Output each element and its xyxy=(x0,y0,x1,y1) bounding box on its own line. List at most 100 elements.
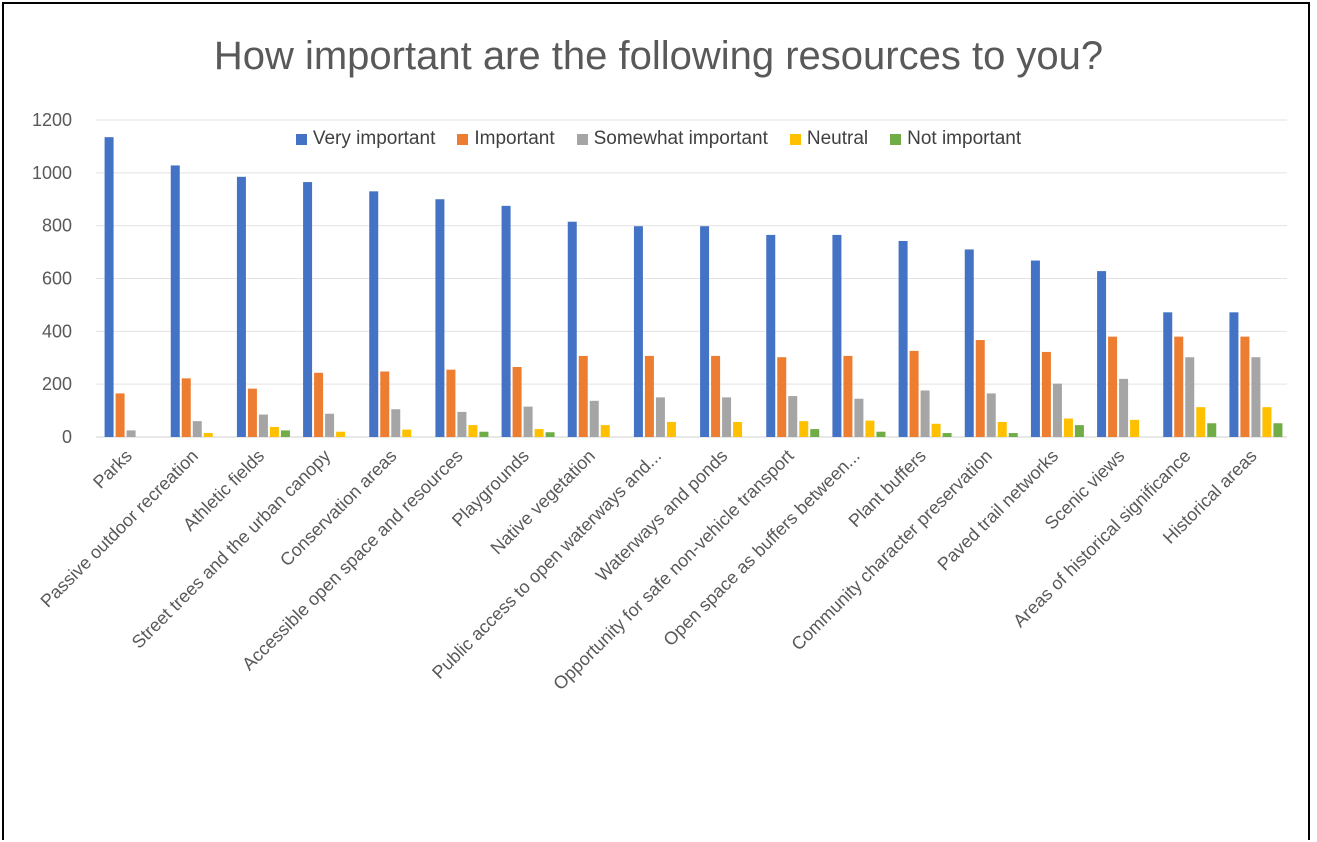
bar xyxy=(567,221,577,437)
legend-label: Important xyxy=(474,128,555,149)
bar xyxy=(722,397,732,437)
bar xyxy=(1185,357,1195,437)
bar xyxy=(589,400,599,437)
bar xyxy=(325,413,335,437)
x-tick-label: Opportunity for safe non-vehicle transpo… xyxy=(549,446,797,694)
bar xyxy=(843,355,853,437)
legend-item: Not important xyxy=(890,128,1021,150)
bar xyxy=(203,433,213,437)
bar xyxy=(104,137,114,437)
legend-swatch xyxy=(457,133,469,145)
bar xyxy=(369,191,379,437)
bar xyxy=(777,357,787,437)
bar xyxy=(909,350,919,437)
bar xyxy=(788,396,798,437)
bar xyxy=(876,431,886,437)
bar xyxy=(170,165,180,438)
bar xyxy=(545,432,555,437)
bar xyxy=(1163,312,1173,437)
bar xyxy=(1030,260,1040,437)
bar xyxy=(391,409,401,437)
bar xyxy=(942,433,952,437)
bar xyxy=(501,205,511,437)
bar xyxy=(446,369,456,437)
y-tick-label: 800 xyxy=(42,216,72,236)
bar xyxy=(600,425,610,437)
bar xyxy=(1130,419,1140,437)
bar xyxy=(534,429,544,437)
bar xyxy=(733,421,743,437)
bar xyxy=(1251,357,1261,437)
legend-item: Somewhat important xyxy=(576,128,768,150)
legend-swatch xyxy=(890,133,902,145)
bar xyxy=(236,176,246,437)
x-tick-label: Waterways and ponds xyxy=(592,446,732,586)
y-tick-label: 200 xyxy=(42,374,72,394)
y-tick-label: 600 xyxy=(42,269,72,289)
bar xyxy=(457,411,467,437)
bar xyxy=(126,430,136,437)
bar xyxy=(479,431,489,437)
bar xyxy=(181,378,191,437)
chart-title: How important are the following resource… xyxy=(213,34,1104,78)
bar xyxy=(1041,351,1051,437)
bar xyxy=(468,425,478,437)
bar xyxy=(1063,418,1073,437)
bar xyxy=(523,406,533,437)
bar xyxy=(920,390,930,437)
bar xyxy=(666,421,676,437)
bar xyxy=(766,234,776,437)
bar xyxy=(1174,336,1184,437)
x-tick-label: Paved trail networks xyxy=(933,446,1062,575)
bar xyxy=(192,421,202,437)
x-tick-label: Parks xyxy=(89,446,136,493)
bar xyxy=(380,371,390,437)
legend-label: Not important xyxy=(907,128,1022,149)
legend-item: Neutral xyxy=(789,128,869,150)
bar xyxy=(1074,425,1084,437)
bar xyxy=(633,226,643,437)
bar xyxy=(269,426,279,437)
y-tick-label: 400 xyxy=(42,321,72,341)
bar xyxy=(578,355,588,437)
bar xyxy=(115,393,125,437)
bar xyxy=(512,366,522,437)
bar xyxy=(997,421,1007,437)
bar xyxy=(832,234,842,437)
bar xyxy=(1207,423,1217,437)
bar xyxy=(1273,423,1283,437)
bar xyxy=(854,398,864,437)
legend-label: Neutral xyxy=(806,128,869,149)
x-tick-label: Public access to open waterways and... xyxy=(428,446,665,683)
bar xyxy=(898,240,908,437)
bar xyxy=(1097,271,1107,437)
chart-legend: Very important Important Somewhat importan… xyxy=(0,128,1317,150)
legend-item: Very important xyxy=(295,128,435,150)
bar xyxy=(1229,312,1239,437)
bar xyxy=(655,397,665,437)
legend-label: Somewhat important xyxy=(593,128,768,149)
legend-swatch xyxy=(295,133,307,145)
legend-item: Important xyxy=(457,128,555,150)
bar xyxy=(280,430,290,437)
bar xyxy=(1008,433,1018,437)
bar xyxy=(247,388,257,437)
y-tick-label: 0 xyxy=(62,427,72,447)
bar xyxy=(711,355,721,437)
bar xyxy=(1108,336,1118,437)
bar xyxy=(1196,407,1206,437)
bar xyxy=(810,429,820,437)
bar xyxy=(975,340,985,437)
bar xyxy=(303,182,313,437)
y-tick-label: 1000 xyxy=(32,163,72,183)
bar xyxy=(986,393,996,437)
bar xyxy=(865,420,875,437)
bar xyxy=(1262,407,1272,437)
bar xyxy=(314,372,324,437)
bar xyxy=(964,249,974,437)
bar xyxy=(1052,383,1062,437)
bar xyxy=(435,199,445,437)
bar xyxy=(336,431,346,437)
x-tick-label: Conservation areas xyxy=(276,446,401,571)
